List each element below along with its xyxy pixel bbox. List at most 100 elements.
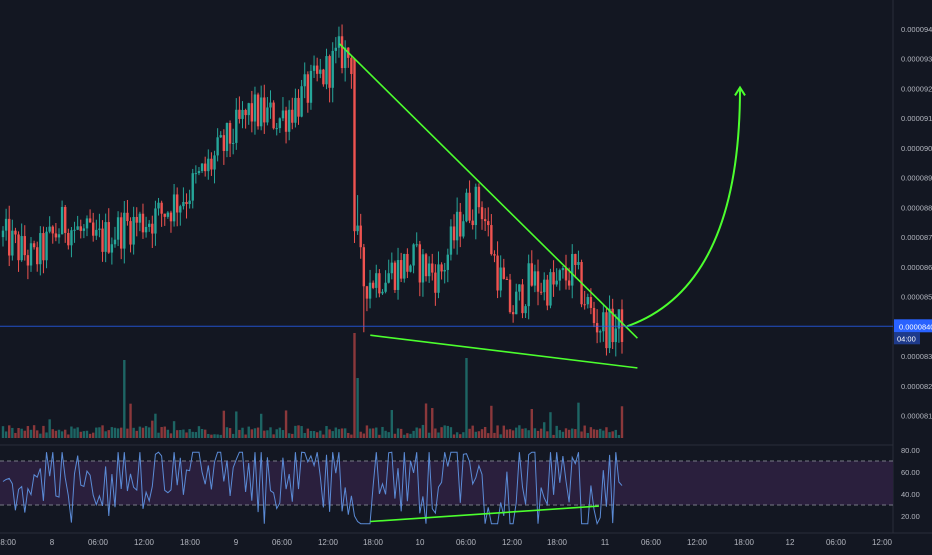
volume-bar: [350, 434, 353, 438]
candle-body: [48, 226, 51, 232]
candle-body: [440, 264, 443, 272]
volume-bar: [272, 434, 275, 438]
volume-bar: [340, 428, 344, 438]
volume-bar: [60, 431, 64, 438]
candle-body: [197, 171, 201, 174]
volume-bar: [546, 431, 549, 438]
candle-body: [515, 291, 518, 315]
candle-body: [387, 273, 390, 283]
volume-bar: [11, 427, 14, 438]
candle-body: [431, 263, 434, 273]
volume-bar: [228, 428, 232, 438]
volume-bar: [138, 426, 142, 438]
volume-bar: [67, 434, 70, 438]
volume-bar: [375, 427, 378, 438]
time-tick-label: 12:00: [318, 538, 339, 547]
candle-body: [315, 65, 319, 74]
candle-body: [253, 94, 257, 122]
volume-bar: [455, 432, 459, 438]
candle-body: [76, 226, 79, 230]
time-tick-label: 18:00: [734, 538, 755, 547]
candle-body: [101, 228, 104, 252]
volume-bar: [459, 434, 462, 438]
volume-bar: [185, 432, 188, 438]
volume-bar: [216, 434, 219, 438]
time-tick-label: 10: [416, 538, 425, 547]
volume-bar: [126, 428, 129, 438]
volume-bar: [496, 425, 499, 438]
volume-bar: [70, 426, 73, 438]
volume-bar: [203, 429, 207, 438]
volume-bar: [617, 434, 621, 438]
candle-body: [571, 254, 574, 286]
candle-body: [608, 308, 611, 349]
candle-body: [555, 280, 558, 285]
candle-body: [306, 74, 310, 103]
volume-bar: [141, 427, 145, 438]
current-price-tag: [894, 319, 932, 333]
candle-body: [368, 282, 372, 299]
time-tick-label: 8: [50, 538, 55, 547]
volume-bar: [574, 429, 577, 438]
candle-body: [524, 306, 527, 314]
volume-bar: [197, 426, 201, 438]
volume-bar: [334, 427, 338, 438]
volume-bar: [347, 432, 350, 438]
volume-bar: [356, 378, 359, 438]
candle-body: [67, 232, 70, 246]
candle-body: [123, 212, 126, 249]
candle-body: [272, 102, 275, 129]
volume-bar: [120, 427, 123, 438]
candle-body: [151, 223, 154, 234]
volume-bar: [73, 428, 76, 438]
volume-bar: [281, 430, 285, 438]
candle-body: [452, 226, 456, 241]
volume-bar: [225, 427, 229, 438]
volume-bar: [434, 428, 437, 438]
candle-body: [29, 243, 33, 266]
candle-body: [113, 239, 117, 245]
volume-bar: [608, 432, 611, 438]
candle-body: [381, 291, 384, 294]
candle-body: [275, 128, 278, 130]
volume-bar: [95, 427, 98, 438]
volume-bar: [306, 428, 310, 438]
candle-body: [172, 194, 176, 222]
projection-arrow: [626, 88, 741, 328]
time-tick-label: 12:00: [502, 538, 523, 547]
candle-body: [110, 244, 114, 253]
volume-bar: [287, 433, 291, 438]
volume-bar: [518, 425, 521, 438]
volume-bar: [235, 411, 238, 438]
candle-body: [294, 97, 297, 123]
rsi-tick-label: 60.00: [901, 468, 920, 477]
candle-body: [574, 254, 577, 265]
volume-bar: [396, 428, 400, 438]
volume-bar: [412, 430, 415, 438]
volume-bar: [515, 427, 518, 438]
candle-body: [521, 284, 524, 314]
candle-body: [483, 219, 487, 222]
candle-body: [163, 213, 166, 217]
candle-body: [614, 328, 617, 343]
candle-body: [266, 107, 269, 123]
volume-bar: [284, 410, 288, 438]
candle-body: [611, 308, 614, 343]
candle-body: [269, 102, 272, 108]
volume-bar: [151, 420, 154, 438]
volume-bar: [325, 426, 328, 438]
candle-body: [434, 272, 437, 293]
candle-body: [465, 192, 468, 222]
candle-body: [188, 200, 191, 205]
candle-body: [312, 65, 316, 71]
candle-body: [511, 312, 515, 315]
volume-bar: [483, 426, 487, 438]
volume-bar: [157, 432, 160, 438]
candle-body: [359, 225, 362, 248]
volume-bar: [259, 413, 263, 438]
time-tick-label: 9: [234, 538, 239, 547]
